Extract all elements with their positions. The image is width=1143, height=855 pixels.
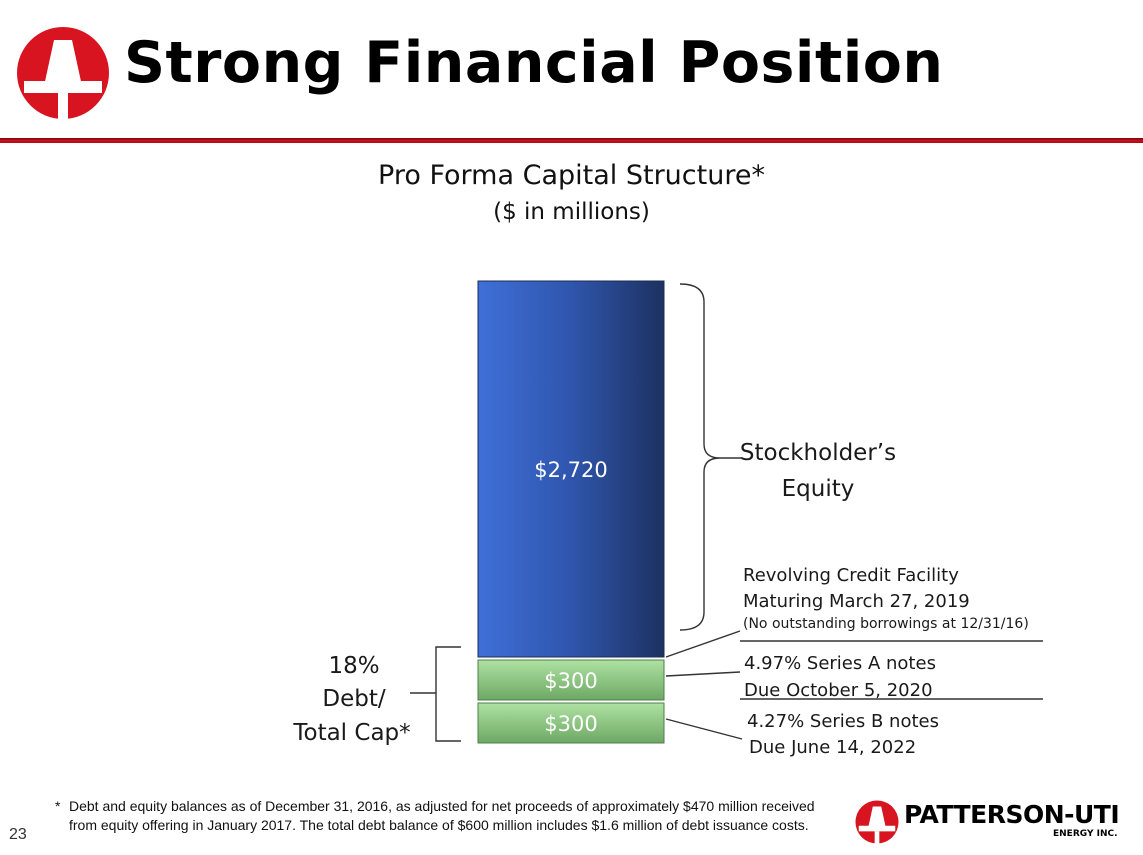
series-a-label-line1: 4.97% Series A notes [744, 653, 936, 674]
series-b-leader [665, 718, 743, 740]
bar-label-equity: $2,720 [534, 458, 607, 482]
equity-bracket [679, 283, 721, 631]
revolver-leader [665, 630, 741, 658]
equity-label-line1: Stockholder’s [740, 440, 896, 466]
debt-ratio-value: 18% [328, 653, 379, 679]
series-a-leader [665, 671, 741, 677]
revolver-label-line1: Revolving Credit Facility [743, 565, 959, 586]
series-b-label-line1: 4.27% Series B notes [747, 711, 939, 732]
bar-series-b [477, 702, 665, 744]
debt-ratio-label-line2: Total Cap* [292, 720, 410, 746]
page-title: Strong Financial Position [124, 30, 944, 96]
company-name: PATTERSON-UTI [904, 800, 1120, 829]
footnote: * Debt and equity balances as of Decembe… [55, 797, 845, 835]
footnote-text: Debt and equity balances as of December … [69, 798, 815, 833]
bar-equity [477, 280, 665, 658]
bar-series-a [477, 659, 665, 701]
series-a-label-line2: Due October 5, 2020 [744, 680, 933, 701]
equity-label-line2: Equity [782, 476, 855, 502]
title-divider [0, 138, 1143, 143]
bar-label-series-b: $300 [544, 712, 597, 736]
brand-logo-icon [17, 27, 109, 120]
debt-ratio-label-line1: Debt/ [322, 686, 385, 712]
chart-title: Pro Forma Capital Structure* [378, 160, 765, 191]
company-logo-icon [855, 800, 899, 844]
revolver-label-note: (No outstanding borrowings at 12/31/16) [743, 616, 1029, 632]
series-b-label-line2: Due June 14, 2022 [749, 737, 916, 758]
footnote-marker: * [55, 798, 61, 814]
revolver-label-line2: Maturing March 27, 2019 [743, 591, 970, 612]
page-number: 23 [9, 826, 27, 843]
debt-bracket [435, 646, 461, 742]
capital-structure-chart: $300 $300 $2,720 Stockholder’s Equity Revolv… [292, 280, 1043, 758]
chart-subtitle: ($ in millions) [493, 199, 650, 225]
bar-label-series-a: $300 [544, 669, 597, 693]
company-subname: ENERGY INC. [1053, 829, 1118, 839]
